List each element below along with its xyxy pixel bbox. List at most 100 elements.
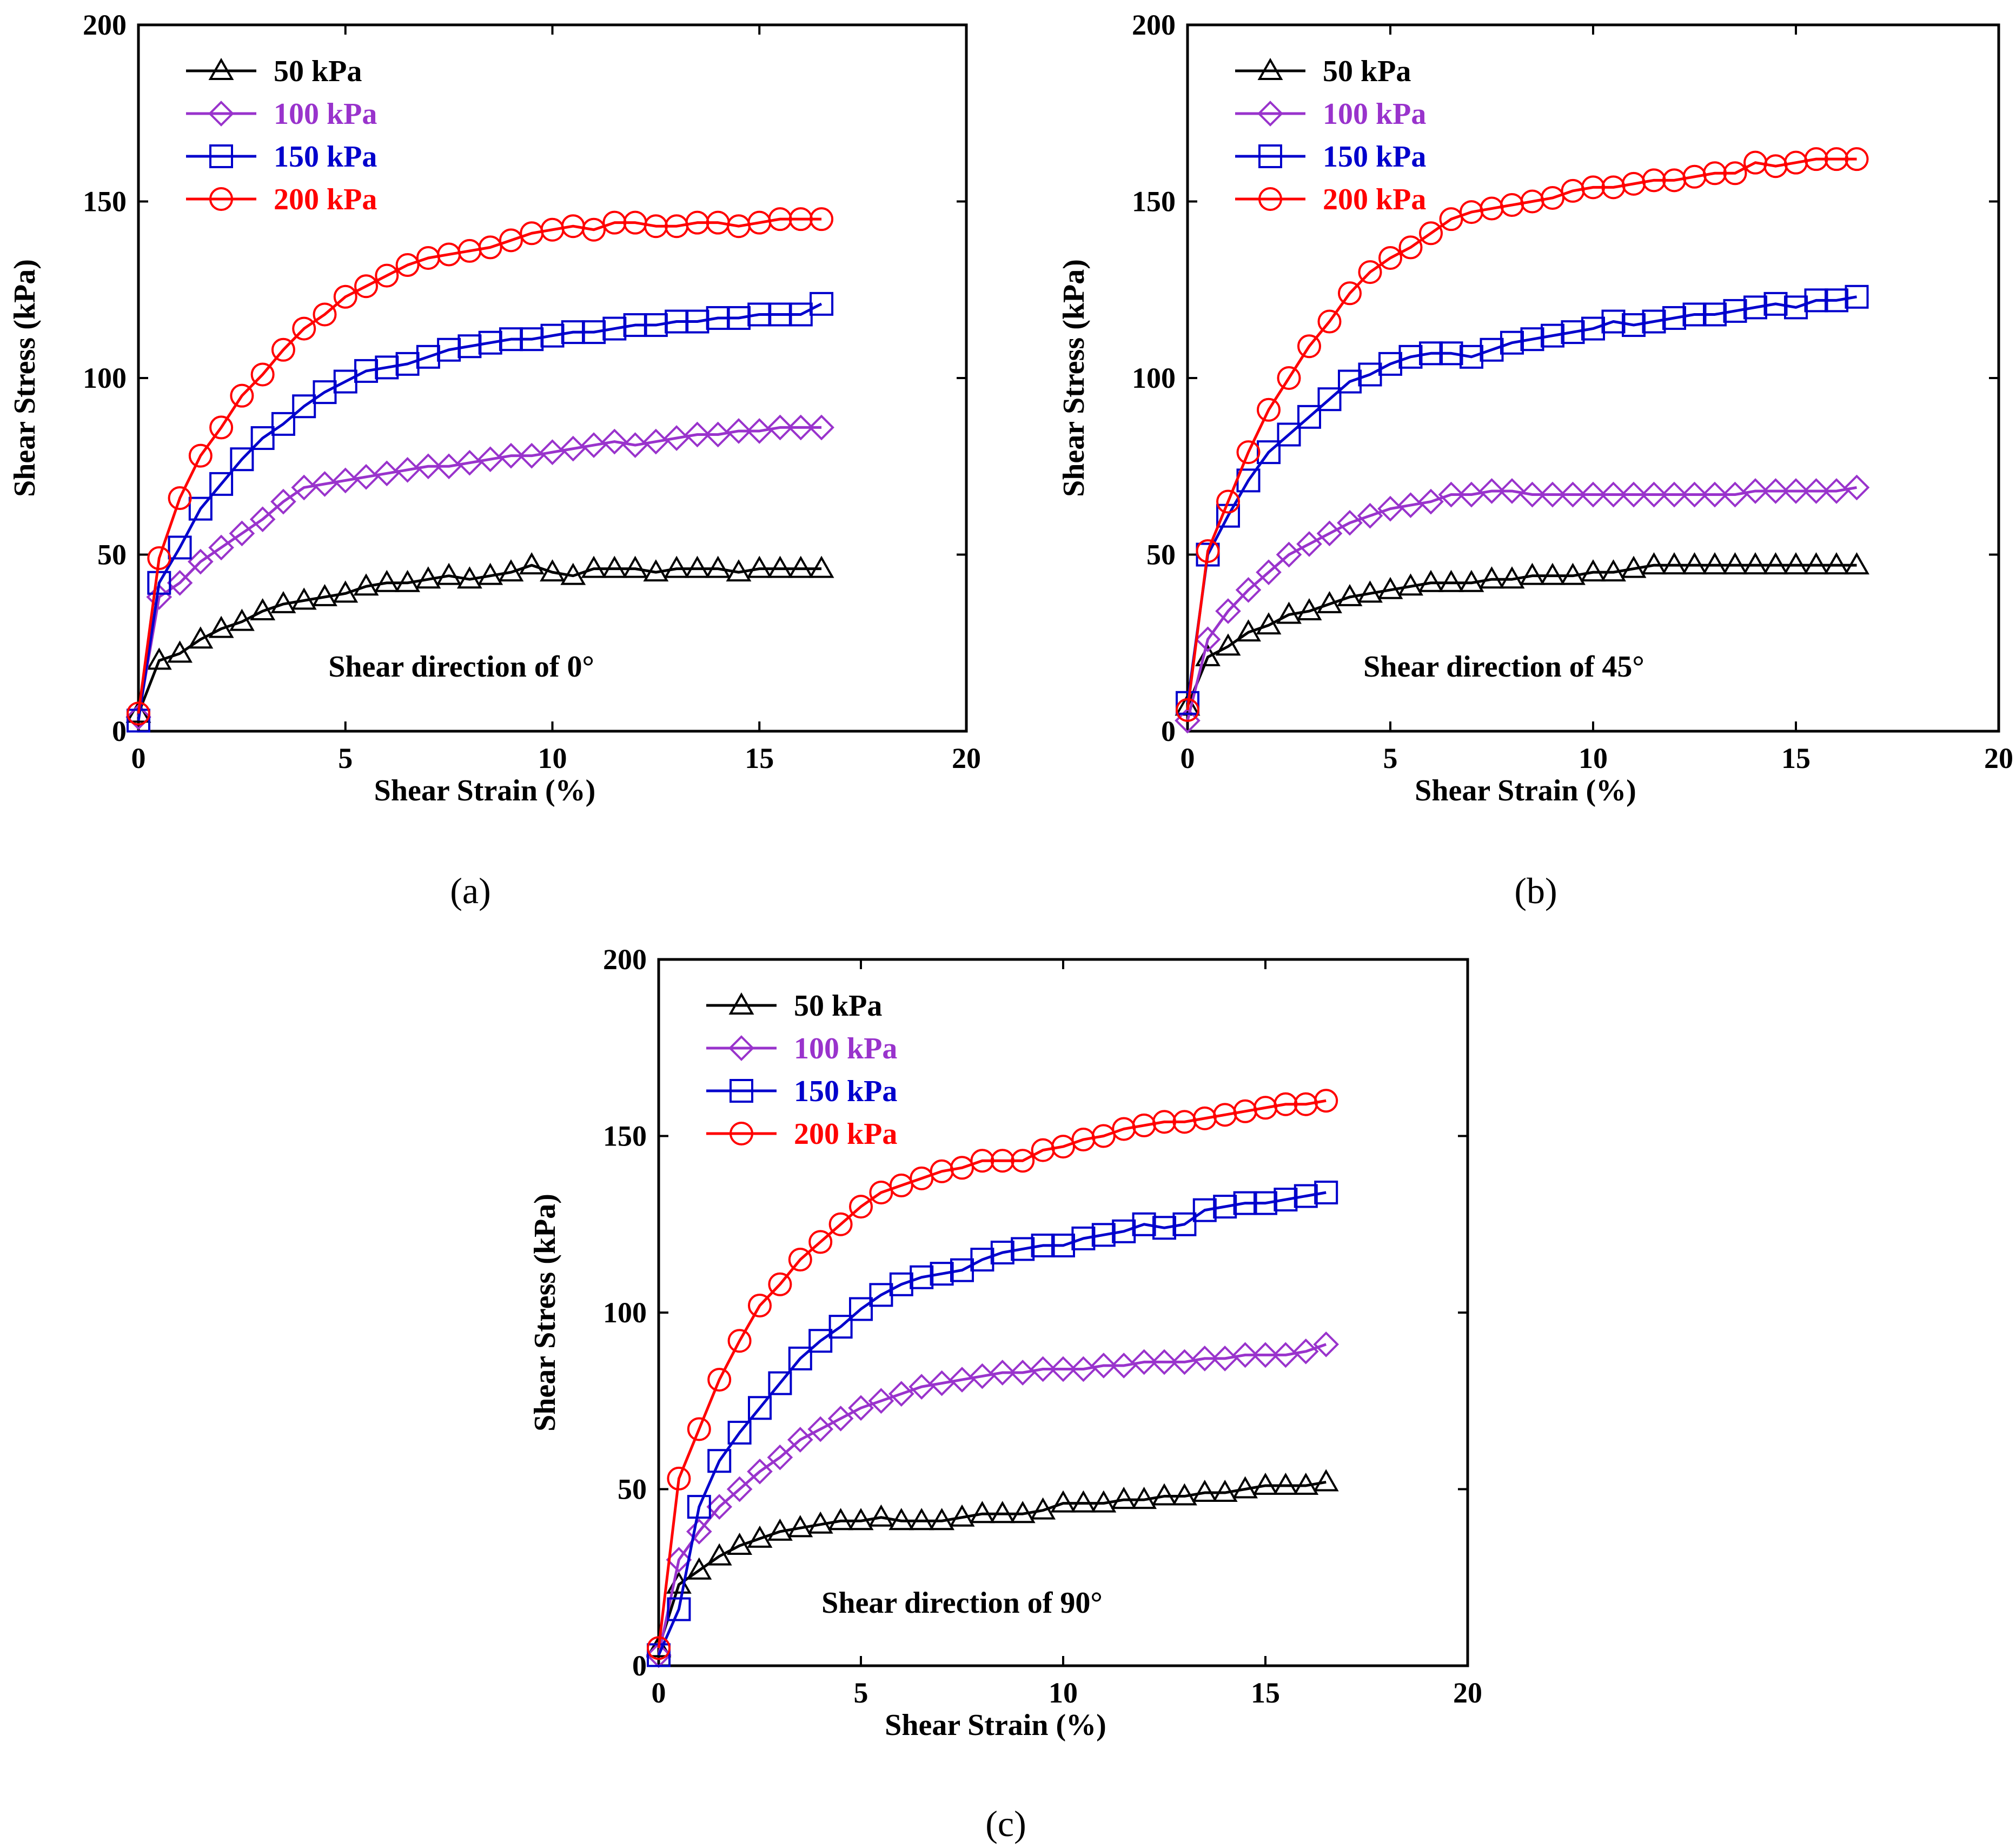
data-point xyxy=(1377,495,1403,522)
data-point xyxy=(1111,1487,1137,1509)
y-axis-title: Shear Stress (kPa) xyxy=(1057,259,1091,497)
data-point xyxy=(1071,1226,1096,1250)
x-tick-label: 20 xyxy=(1453,1677,1482,1709)
data-point xyxy=(1274,1188,1298,1212)
data-point xyxy=(788,1248,812,1272)
data-point xyxy=(1804,147,1828,171)
y-tick-label: 200 xyxy=(1132,9,1176,41)
data-point xyxy=(1313,1331,1339,1357)
data-point xyxy=(1661,552,1687,575)
data-point xyxy=(1091,1490,1117,1513)
y-tick-label: 50 xyxy=(97,539,127,571)
data-point xyxy=(436,453,462,480)
data-point xyxy=(167,640,193,663)
data-point xyxy=(767,1518,793,1541)
data-point xyxy=(748,1396,772,1420)
data-point xyxy=(1519,481,1546,508)
data-point xyxy=(209,415,234,440)
legend-marker xyxy=(730,1079,753,1103)
data-point xyxy=(1661,481,1687,508)
y-tick-label: 150 xyxy=(1132,186,1176,218)
data-point xyxy=(1338,281,1362,306)
data-point xyxy=(929,1370,955,1396)
data-point xyxy=(168,535,192,560)
data-point xyxy=(787,1427,813,1453)
data-point xyxy=(249,506,276,533)
data-point xyxy=(1195,626,1221,653)
data-point xyxy=(1050,1490,1076,1513)
data-point xyxy=(1337,584,1363,606)
legend-label: 100 kPa xyxy=(274,97,377,131)
series-line xyxy=(137,217,822,714)
data-point xyxy=(1316,520,1343,547)
data-point xyxy=(1783,478,1809,504)
data-point xyxy=(1317,309,1342,334)
data-point xyxy=(706,1494,733,1520)
data-point xyxy=(456,449,483,476)
data-point xyxy=(540,559,565,582)
legend-label: 100 kPa xyxy=(1323,97,1426,131)
data-point xyxy=(788,1346,812,1370)
data-point xyxy=(1600,481,1627,508)
series-0 xyxy=(646,1469,1339,1658)
panel-label-b: (b) xyxy=(1514,870,1557,911)
data-point xyxy=(686,1519,712,1545)
data-point xyxy=(667,1597,691,1621)
data-point xyxy=(229,608,255,631)
data-point xyxy=(1520,562,1545,585)
data-point xyxy=(1418,488,1444,515)
data-point xyxy=(146,647,172,670)
legend-marker xyxy=(728,992,754,1015)
data-point xyxy=(1233,1191,1257,1215)
data-point xyxy=(1743,295,1767,320)
data-point xyxy=(726,418,752,444)
data-point xyxy=(1438,569,1464,592)
data-point xyxy=(1235,577,1262,603)
data-point xyxy=(188,496,213,521)
data-point xyxy=(354,274,379,299)
data-point xyxy=(1601,559,1626,582)
data-point xyxy=(1763,292,1788,316)
y-tick-label: 150 xyxy=(603,1120,647,1152)
data-point xyxy=(647,1636,671,1660)
data-point xyxy=(767,555,793,578)
data-point xyxy=(188,626,214,649)
data-point xyxy=(1272,1342,1299,1368)
data-point xyxy=(687,1417,711,1441)
data-point xyxy=(849,1195,873,1219)
data-point xyxy=(1091,1223,1116,1247)
data-point xyxy=(209,472,234,496)
data-point xyxy=(1232,1342,1258,1368)
data-point xyxy=(1560,481,1586,508)
data-point xyxy=(1317,591,1342,613)
panel-label-c: (c) xyxy=(985,1803,1026,1844)
data-point xyxy=(1823,478,1849,504)
data-point xyxy=(250,426,275,451)
data-point xyxy=(1499,566,1525,589)
data-point xyxy=(1338,369,1362,394)
data-point xyxy=(1397,492,1424,518)
y-tick-label: 200 xyxy=(83,9,127,41)
data-point xyxy=(808,555,834,578)
data-point xyxy=(848,1395,874,1421)
data-point xyxy=(270,488,296,515)
data-point xyxy=(1256,612,1282,635)
data-point xyxy=(930,1262,954,1286)
data-point xyxy=(1378,352,1402,376)
data-point xyxy=(664,425,689,451)
panel-label-a: (a) xyxy=(450,870,490,911)
data-point xyxy=(1541,323,1564,348)
x-tick-label: 20 xyxy=(952,742,981,774)
data-point xyxy=(1500,330,1524,355)
data-point xyxy=(1216,489,1240,514)
data-point xyxy=(1152,1110,1176,1134)
data-point xyxy=(1682,552,1707,575)
data-point xyxy=(1151,1349,1177,1375)
data-point xyxy=(1196,539,1220,563)
data-point xyxy=(827,1406,854,1432)
x-axis-title: Shear Strain (%) xyxy=(374,774,596,807)
data-point xyxy=(1176,698,1199,722)
legend-marker xyxy=(209,144,233,168)
data-point xyxy=(726,1476,753,1502)
data-point xyxy=(394,456,421,483)
